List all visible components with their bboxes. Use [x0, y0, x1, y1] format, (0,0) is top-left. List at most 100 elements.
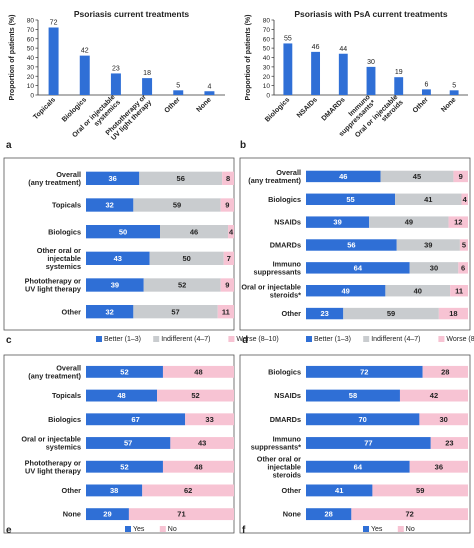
bar-segment [343, 307, 439, 320]
data-label: 30 [430, 263, 438, 272]
category-label: Overall (any treatment) [28, 170, 81, 187]
category-label: Biologics [61, 96, 88, 123]
data-label: 4 [463, 195, 468, 204]
y-tick-label: 0 [30, 93, 34, 100]
bar-segment [220, 278, 234, 292]
bar-segment [86, 413, 186, 426]
bar-segment [86, 484, 143, 497]
chart-title: Psoriasis with PsA current treatments [294, 9, 447, 19]
data-label: 6 [424, 81, 428, 88]
data-label: 57 [124, 439, 132, 448]
data-label: 48 [194, 367, 202, 376]
data-label: 41 [335, 486, 343, 495]
bar-segment [86, 251, 150, 265]
data-label: 4 [207, 83, 211, 90]
data-label: 23 [112, 65, 120, 72]
data-label: 48 [194, 462, 202, 471]
data-label: 72 [50, 20, 58, 27]
bar-segment [419, 413, 468, 426]
category-label: Topicals [32, 96, 57, 121]
bar-segment [409, 262, 459, 274]
legend-entry: Better (1–3) [314, 336, 351, 343]
bar-segment [459, 239, 468, 251]
bar-segment [86, 198, 134, 212]
bar [449, 90, 459, 95]
bar-segment [217, 305, 234, 319]
data-label: 40 [414, 286, 422, 295]
category-label: Other [282, 309, 302, 318]
legend-swatch [306, 336, 312, 342]
data-label: 70 [359, 415, 367, 424]
stacked-bar-chart-d: 46 45 9 Overall (any treatment) 55 41 4 Biologic… [239, 157, 474, 346]
bar [366, 66, 376, 95]
bar-segment [306, 193, 396, 205]
bar-segment [380, 170, 454, 183]
bar-segment [438, 307, 468, 320]
bar-segment [162, 460, 234, 473]
bar-segment [450, 285, 468, 297]
stacked-bar-chart-f: 72 28 Biologics 58 42 NSAIDs 70 30 DMARDs 77 23 Imm… [239, 354, 471, 536]
data-label: 32 [106, 201, 114, 210]
category-label: None [196, 96, 213, 113]
category-label: Other oral or injectable systemics [37, 246, 81, 271]
category-label: Other [164, 96, 182, 114]
category-label: Overall (any treatment) [248, 168, 301, 185]
category-label: Other [412, 96, 430, 114]
y-axis-label: Proportion of patients (%) [9, 15, 16, 101]
panel-frame [239, 157, 471, 331]
category-label: Other [62, 307, 82, 316]
y-tick-label: 50 [27, 46, 35, 53]
category-label: Other [62, 486, 82, 495]
legend-entry: No [168, 526, 177, 533]
bar-segment [149, 251, 224, 265]
category-label: Biologics [268, 367, 301, 376]
bar-segment [306, 285, 386, 297]
bar-segment [86, 508, 129, 521]
data-label: 59 [173, 201, 181, 210]
bar-segment [461, 193, 468, 205]
bar-segment [185, 413, 234, 426]
data-label: 5 [462, 241, 466, 250]
data-label: 64 [354, 263, 363, 272]
data-label: 56 [177, 174, 185, 183]
legend-swatch [438, 336, 445, 342]
bar-segment [306, 170, 381, 183]
data-label: 64 [354, 462, 363, 471]
panel-letter: c [6, 335, 12, 346]
bar-segment [223, 251, 234, 265]
data-label: 33 [205, 415, 213, 424]
data-label: 71 [177, 510, 185, 519]
bar-segment [128, 508, 234, 521]
category-label: Overall (any treatment) [28, 363, 81, 380]
data-label: 57 [171, 307, 179, 316]
bar-segment [133, 305, 218, 319]
category-label: Biologics [264, 96, 291, 123]
data-label: 52 [191, 391, 199, 400]
category-label: Other oral or injectable steroids [257, 454, 301, 479]
bar-segment [306, 484, 373, 497]
panel-letter: e [6, 525, 12, 536]
bar-segment [139, 171, 223, 185]
y-tick-label: 70 [263, 27, 271, 34]
bar [173, 90, 184, 95]
data-label: 6 [461, 263, 465, 272]
bar-segment [306, 307, 344, 320]
data-label: 43 [114, 254, 122, 263]
bar-segment [409, 460, 468, 473]
legend-entry: Better (1–3) [104, 336, 141, 343]
data-label: 39 [333, 218, 341, 227]
bar-segment [86, 437, 171, 449]
bar-segment [143, 278, 221, 292]
y-tick-label: 30 [27, 64, 35, 71]
data-label: 38 [110, 486, 118, 495]
bar [394, 77, 404, 95]
data-label: 44 [339, 46, 347, 53]
legend-entry: No [406, 526, 415, 533]
data-label: 11 [222, 307, 230, 316]
bar [110, 73, 121, 95]
data-label: 56 [347, 241, 355, 250]
data-label: 55 [346, 195, 354, 204]
